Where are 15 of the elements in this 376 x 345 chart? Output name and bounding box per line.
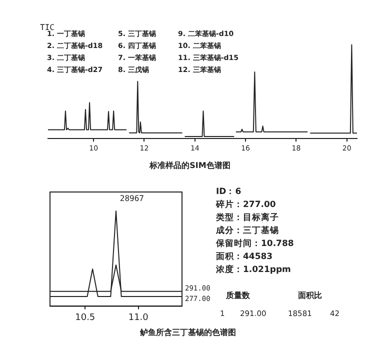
text: 浓度：1.021ppm — [216, 265, 291, 275]
text: 成分：三丁基锡 — [216, 226, 279, 236]
text: 保留时间：10.788 — [216, 239, 294, 249]
text: 面积比 — [298, 291, 322, 300]
text: 碎片：277.00 — [216, 200, 276, 210]
text: 质量数 — [226, 291, 250, 300]
text: 标准样品的SIM色谱图 — [150, 161, 230, 170]
x-tick-label: 11.0 — [128, 312, 149, 323]
text: TIC — [40, 23, 54, 32]
x-tick-label: 10.5 — [75, 312, 96, 323]
text: 鲈鱼所含三丁基锡的色谱图 — [140, 328, 236, 337]
text: ID：6 — [216, 187, 242, 197]
text: 28967 — [120, 194, 144, 203]
text: 面积：44583 — [216, 252, 273, 262]
text: 类型：目标离子 — [216, 213, 279, 223]
